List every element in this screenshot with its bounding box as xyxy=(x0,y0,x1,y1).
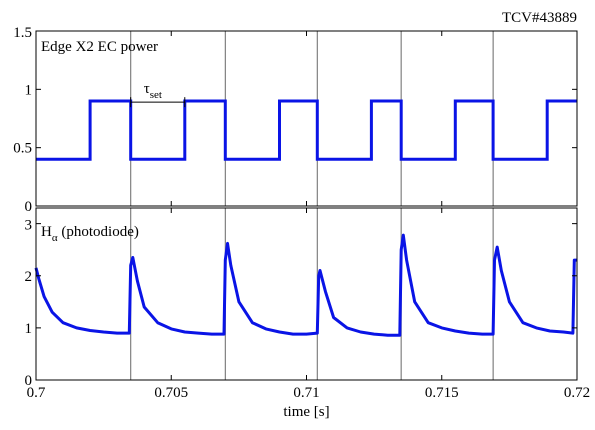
bottom-label-subscript: α xyxy=(52,232,58,244)
top-y-ticks: 0 0.5 1 1.5 xyxy=(13,25,577,215)
x-axis-title: time [s] xyxy=(283,404,329,420)
panel-top: 0 0.5 1 1.5 Edge X2 EC power τset TCV#43889 xyxy=(13,10,578,215)
bottom-xtick-label-1: 0.705 xyxy=(154,385,188,401)
bottom-ytick-label-3: 3 xyxy=(25,218,33,234)
bottom-ytick-label-0: 0 xyxy=(25,373,33,389)
top-power-series-line xyxy=(36,99,577,161)
top-ytick-label-1: 0.5 xyxy=(13,141,32,157)
tau-symbol: τ xyxy=(144,81,150,97)
bottom-xtick-label-3: 0.715 xyxy=(425,385,459,401)
top-panel-label: Edge X2 EC power xyxy=(41,39,158,55)
top-ytick-label-3: 1.5 xyxy=(13,25,32,41)
bottom-y-ticks: 0 1 2 3 xyxy=(25,218,577,389)
bottom-marker-lines xyxy=(130,208,494,380)
bottom-xtick-label-2: 0.71 xyxy=(293,385,319,401)
tau-set-annotation: τset xyxy=(130,81,186,108)
bottom-xtick-label-4: 0.72 xyxy=(564,385,590,401)
tau-subscript: set xyxy=(150,89,162,101)
bottom-label-suffix: (photodiode) xyxy=(58,224,139,240)
bottom-halpha-series-line xyxy=(34,233,577,337)
panel-bottom: 0 1 2 3 0.7 0.705 0.71 0.715 0.72 Hα (photodiod… xyxy=(25,207,590,420)
bottom-xtick-label-0: 0.7 xyxy=(27,385,46,401)
top-axes-frame xyxy=(35,30,578,207)
bottom-panel-label: Hα (photodiode) xyxy=(41,224,139,244)
top-ytick-label-2: 1 xyxy=(25,82,33,98)
bottom-label-main: H xyxy=(41,224,52,240)
bottom-ytick-label-1: 1 xyxy=(25,321,33,337)
top-ytick-label-0: 0 xyxy=(25,199,33,215)
bottom-x-ticks: 0.7 0.705 0.71 0.715 0.72 xyxy=(27,208,590,401)
tau-label: τset xyxy=(144,81,162,101)
top-x-ticks xyxy=(35,31,578,206)
bottom-ytick-label-2: 2 xyxy=(25,269,33,285)
shot-number-label: TCV#43889 xyxy=(502,10,577,26)
